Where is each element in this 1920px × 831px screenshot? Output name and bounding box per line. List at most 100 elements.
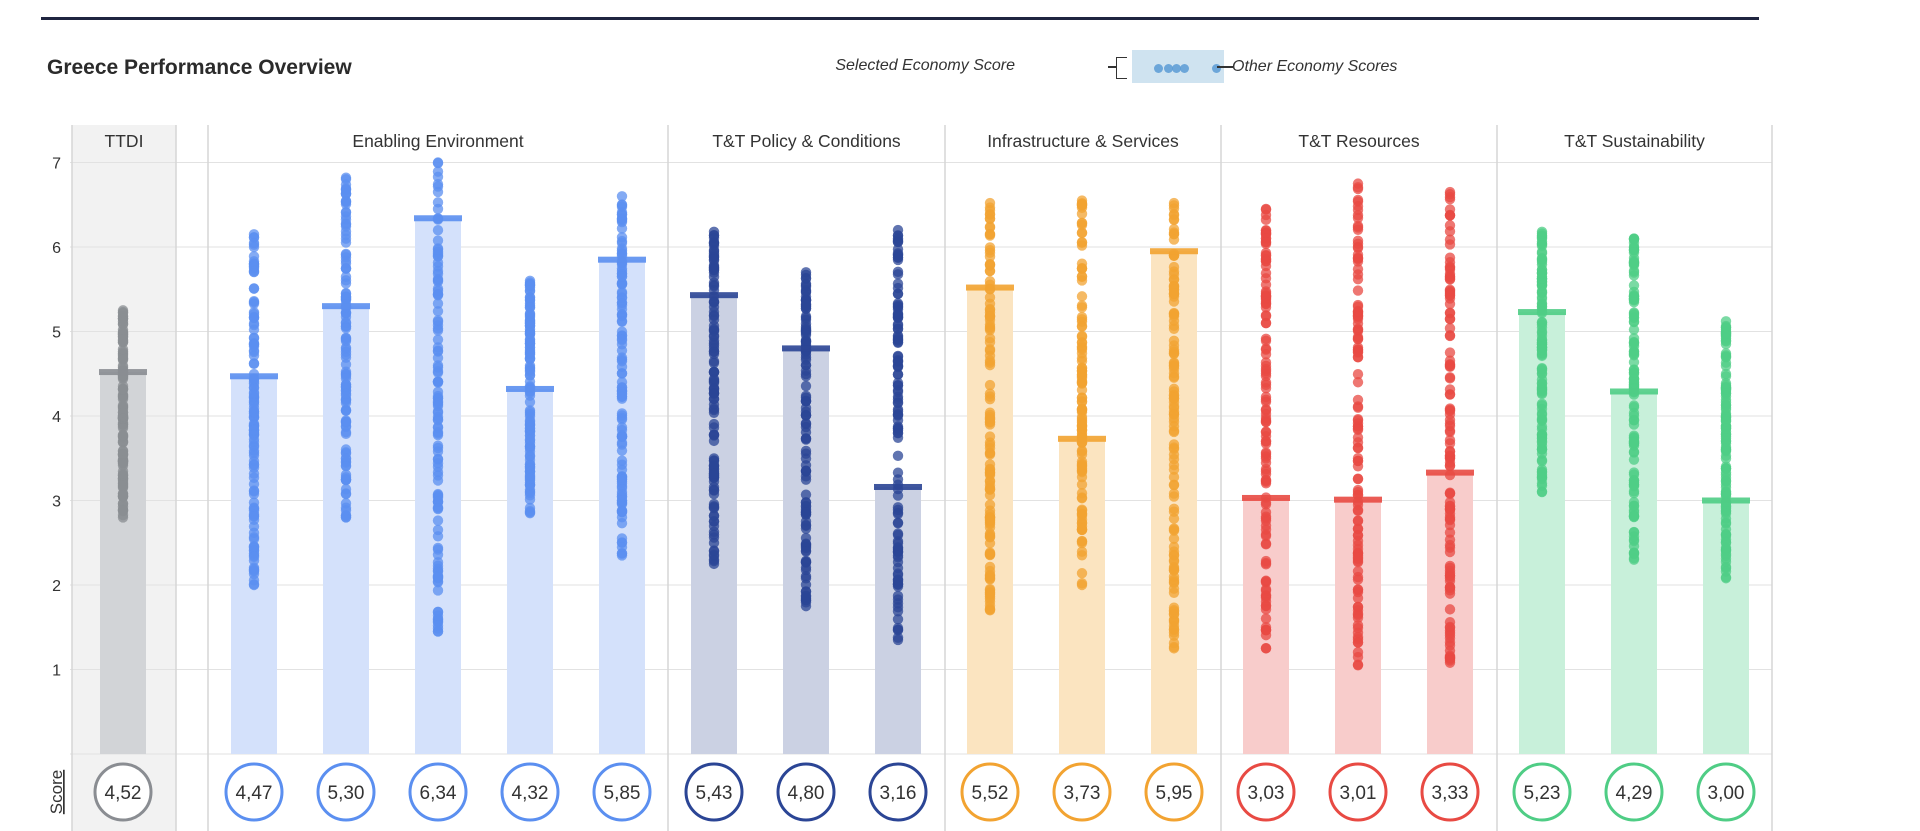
economy-score-dot (1444, 512, 1456, 523)
economy-score-dot (524, 396, 536, 408)
economy-score-dot (117, 334, 129, 346)
economy-score-dot (892, 450, 904, 462)
economy-score-dot (1076, 550, 1088, 561)
economy-score-dot (1168, 523, 1180, 534)
legend-swatch (1132, 50, 1224, 83)
economy-score-dot (1536, 436, 1548, 447)
economy-score-dot (1352, 394, 1364, 406)
economy-score-dot (1628, 233, 1640, 244)
economy-score-dot (1444, 627, 1456, 639)
economy-score-dot (1076, 392, 1088, 403)
economy-score-dot (1536, 228, 1548, 239)
economy-score-dot (1352, 584, 1364, 595)
economy-score-dot (432, 325, 444, 336)
economy-score-dot (1352, 620, 1364, 631)
economy-score-dot (708, 254, 720, 265)
economy-score-dot (1168, 576, 1180, 588)
page-title: Greece Performance Overview (47, 56, 352, 79)
score-circle (684, 762, 744, 822)
economy-score-dot (1076, 508, 1088, 520)
economy-score-dot (1444, 330, 1456, 341)
economy-score-dot (340, 426, 352, 438)
economy-score-dot (1720, 368, 1732, 380)
economy-score-dot (1260, 435, 1272, 447)
economy-score-dot (432, 524, 444, 536)
economy-score-dot (984, 414, 996, 425)
economy-score-dot (340, 473, 352, 485)
score-value-label: 5,30 (328, 783, 365, 804)
economy-score-dot (340, 199, 352, 210)
economy-score-dot (708, 430, 720, 441)
economy-score-dot (708, 555, 720, 567)
economy-score-dot (432, 288, 444, 300)
economy-score-dot (1720, 518, 1732, 529)
economy-score-dot (1260, 457, 1272, 468)
economy-score-dot (432, 166, 444, 177)
economy-score-dot (1260, 310, 1272, 322)
legend-dot (1172, 64, 1181, 73)
economy-score-dot (892, 394, 904, 405)
economy-score-dot (1444, 527, 1456, 538)
y-tick-label: 2 (52, 578, 61, 595)
economy-score-dot (432, 197, 444, 208)
economy-score-dot (340, 405, 352, 416)
economy-score-dot (340, 444, 352, 455)
economy-score-dot (1352, 323, 1364, 335)
economy-score-dot (432, 571, 444, 582)
economy-score-dot (1260, 539, 1272, 550)
economy-score-dot (340, 388, 352, 399)
economy-score-dot (800, 591, 812, 602)
score-value-label: 6,34 (420, 783, 457, 804)
panel-header: T&T Resources (1298, 131, 1419, 151)
economy-score-dot (1260, 357, 1272, 368)
economy-score-dot (1444, 575, 1456, 587)
economy-score-dot (616, 245, 628, 256)
economy-score-dot (984, 596, 996, 607)
economy-score-dot (1536, 362, 1548, 374)
economy-score-dot (248, 564, 260, 575)
economy-score-dot (984, 230, 996, 241)
economy-score-dot (800, 489, 812, 500)
economy-score-dot (1720, 380, 1732, 391)
economy-score-dot (708, 271, 720, 283)
economy-score-dot (340, 174, 352, 185)
economy-score-dot (524, 473, 536, 485)
economy-score-dot (1260, 365, 1272, 377)
economy-score-dot (1168, 533, 1180, 544)
economy-score-dot (117, 429, 129, 441)
economy-score-dot (1260, 414, 1272, 426)
economy-score-dot (1076, 217, 1088, 229)
economy-score-dot (892, 432, 904, 443)
economy-score-dot (1444, 604, 1456, 615)
economy-score-dot (616, 368, 628, 379)
economy-score-dot (984, 251, 996, 262)
economy-score-dot (117, 383, 129, 395)
economy-score-dot (1720, 360, 1732, 372)
y-tick-label: 6 (52, 240, 61, 257)
economy-score-dot (984, 522, 996, 533)
economy-score-dot (892, 266, 904, 278)
economy-score-dot (1260, 209, 1272, 221)
economy-score-dot (1076, 419, 1088, 431)
economy-score-dot (248, 429, 260, 440)
economy-score-dot (1260, 555, 1272, 567)
economy-score-dot (1720, 542, 1732, 553)
economy-score-dot (117, 505, 129, 517)
y-tick-label: 7 (52, 156, 61, 173)
economy-score-dot (1352, 612, 1364, 624)
economy-score-dot (708, 356, 720, 367)
economy-score-dot (432, 585, 444, 596)
economy-score-dot (800, 390, 812, 402)
score-value-label: 5,23 (1524, 783, 1561, 804)
economy-score-dot (800, 349, 812, 360)
economy-score-dot (340, 219, 352, 230)
economy-score-dot (248, 358, 260, 370)
economy-score-dot (800, 402, 812, 414)
economy-score-dot (800, 318, 812, 330)
economy-score-dot (800, 465, 812, 477)
economy-score-dot (432, 306, 444, 317)
y-tick-label: 3 (52, 494, 61, 511)
economy-score-dot (1444, 372, 1456, 383)
legend-dot (1212, 64, 1221, 73)
economy-score-dot (432, 386, 444, 398)
